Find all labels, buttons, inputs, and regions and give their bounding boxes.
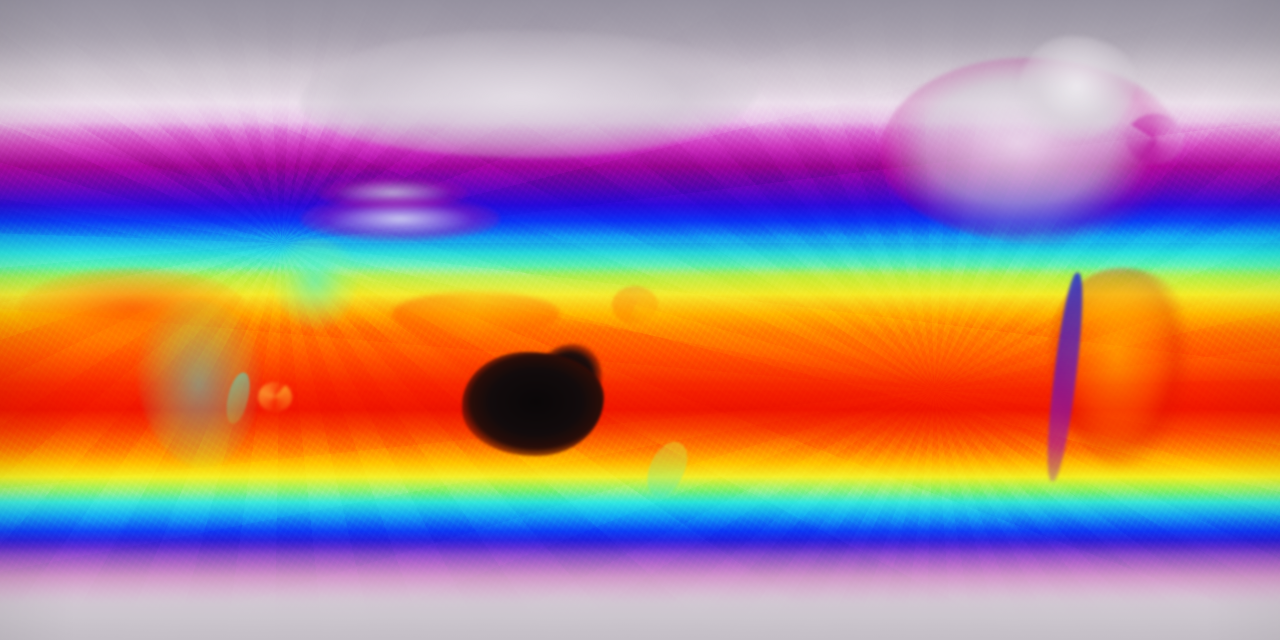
landmass-siberia <box>300 30 760 158</box>
landmass-greenland <box>1018 36 1136 140</box>
landmass-himalaya <box>300 196 500 242</box>
cyclone-north-atlantic <box>1126 114 1184 164</box>
cyclone-indian-ocean <box>258 382 292 412</box>
landmass-indonesia <box>392 292 560 336</box>
antarctic-ice-cap <box>0 540 1280 640</box>
landmass-india <box>272 238 358 330</box>
cyclone-coral-sea <box>612 286 658 324</box>
landmass-australia <box>462 352 604 456</box>
